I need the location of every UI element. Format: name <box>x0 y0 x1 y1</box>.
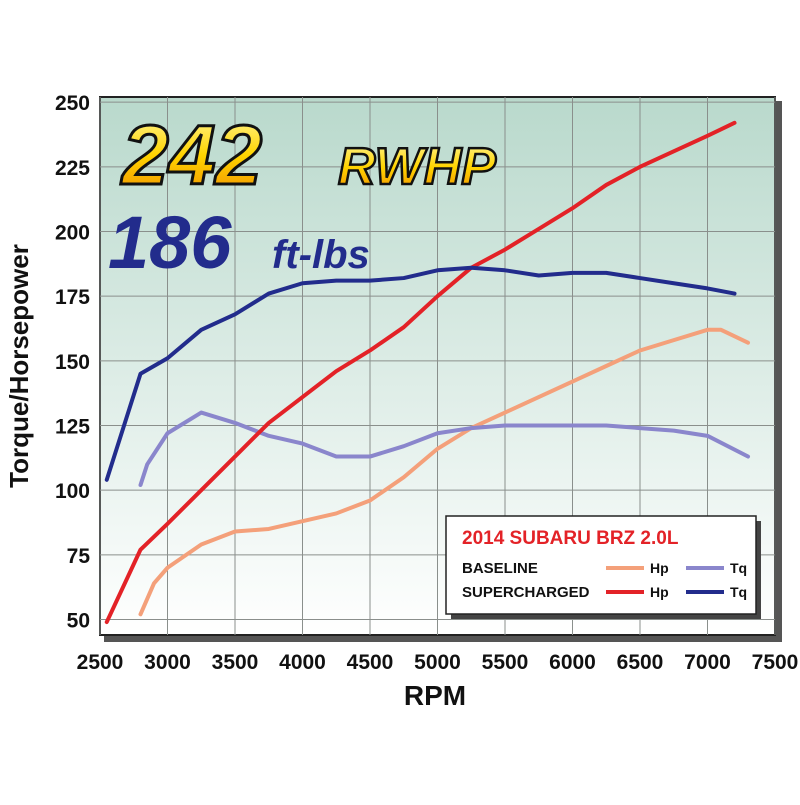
legend-label: Tq <box>730 560 747 576</box>
series-line <box>138 327 750 617</box>
x-tick-label: 7000 <box>684 651 731 674</box>
legend-group: BASELINE <box>462 560 538 577</box>
x-tick-label: 3000 <box>144 651 191 674</box>
y-tick-label: 200 <box>55 222 90 245</box>
x-tick-label: 7500 <box>752 651 799 674</box>
y-tick-label: 125 <box>55 415 90 438</box>
legend: 2014 SUBARU BRZ 2.0L BASELINE Hp Tq SUPERCH… <box>445 515 761 619</box>
legend-label: Hp <box>650 560 669 576</box>
legend-group: SUPERCHARGED <box>462 584 590 601</box>
annotation: RWHP <box>338 138 496 196</box>
x-tick-label: 5500 <box>482 651 529 674</box>
x-tick-label: 4500 <box>347 651 394 674</box>
lines <box>104 120 750 625</box>
annotation: 186 <box>108 201 232 284</box>
x-tick-label: 4000 <box>279 651 326 674</box>
legend-label: Hp <box>650 584 669 600</box>
annotation: 242 <box>120 108 262 202</box>
grid <box>99 97 776 635</box>
x-tick-label: 5000 <box>414 651 461 674</box>
y-tick-label: 225 <box>55 157 90 180</box>
x-axis-label: RPM <box>404 680 466 711</box>
x-tick-label: 3500 <box>212 651 259 674</box>
x-tick-label: 2500 <box>77 651 124 674</box>
legend-label: Tq <box>730 584 747 600</box>
legend-title: 2014 SUBARU BRZ 2.0L <box>462 528 679 549</box>
y-tick-label: 100 <box>55 480 90 503</box>
y-axis-label: Torque/Horsepower <box>4 244 34 488</box>
legend-box <box>445 515 757 615</box>
annotation: ft-lbs <box>272 233 370 277</box>
x-tick-label: 6500 <box>617 651 664 674</box>
y-tick-label: 175 <box>55 286 90 309</box>
headline: 242 RWHP 186 ft-lbs <box>108 107 497 285</box>
series-line <box>104 120 737 625</box>
y-tick-label: 50 <box>67 609 90 632</box>
series-line <box>138 410 750 487</box>
y-tick-label: 150 <box>55 351 90 374</box>
y-tick-label: 75 <box>67 545 91 568</box>
series-line <box>104 265 737 482</box>
x-tick-label: 6000 <box>549 651 596 674</box>
y-tick-label: 250 <box>55 92 90 115</box>
